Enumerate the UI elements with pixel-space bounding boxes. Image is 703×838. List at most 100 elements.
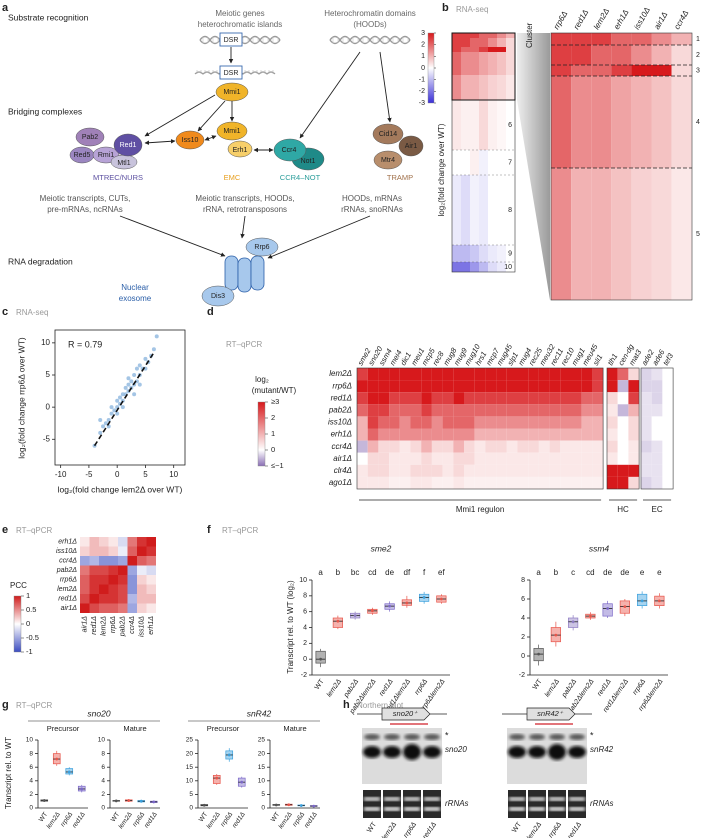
colorbar-tick-label: 1	[421, 53, 425, 60]
median-point	[152, 800, 156, 804]
protein-shape	[227, 140, 253, 158]
heatmap-cell	[485, 452, 497, 465]
heatmap-cell	[571, 476, 582, 489]
heatmap-cell	[617, 416, 629, 429]
heatmap-cell	[517, 476, 529, 489]
heatmap-cell	[485, 416, 497, 429]
heatmap-cell	[137, 546, 147, 556]
point	[118, 395, 122, 400]
heatmap-cell	[127, 556, 137, 566]
source-label: Heterochromatin domains	[324, 9, 416, 18]
rrna-band	[509, 807, 525, 811]
source-label: Meiotic genes	[215, 9, 264, 18]
row-label: erh1Δ	[331, 430, 352, 439]
heatmap-cell	[506, 428, 518, 441]
heatmap-cell	[571, 76, 592, 168]
heatmap-cell	[378, 380, 390, 393]
heatmap-cell	[497, 52, 506, 75]
heatmap-cell	[399, 380, 411, 393]
heatmap-cell	[421, 464, 432, 477]
lane-label: rrp6Δ	[548, 821, 564, 838]
heatmap-cell	[470, 52, 479, 75]
heatmap-cell	[474, 380, 486, 393]
heatmap-cell	[571, 416, 582, 429]
heatmap-cell	[628, 380, 640, 393]
heatmap-cell	[485, 392, 497, 405]
band	[423, 746, 441, 758]
panel-letter: d	[207, 306, 214, 318]
method-label: RNA-seq	[16, 308, 48, 317]
heatmap-cell	[464, 464, 475, 477]
heatmap-cell	[453, 368, 464, 381]
heatmap-cell	[571, 452, 582, 465]
median-point	[80, 787, 84, 791]
heatmap-cell	[146, 556, 156, 566]
gene-box	[526, 707, 576, 721]
y-tick-label: 25	[186, 737, 194, 744]
heatmap-cell	[452, 75, 461, 100]
point	[120, 405, 125, 410]
heatmap-cell	[367, 452, 379, 465]
y-tick-label: 0	[261, 805, 265, 812]
y-axis-label: Transcript rel. to WT	[4, 737, 13, 809]
point	[126, 382, 131, 387]
row-label: red1Δ	[58, 596, 77, 603]
lane-label: WT	[511, 821, 523, 835]
x-tick-label: red1Δ	[143, 811, 159, 829]
heatmap-cell	[378, 404, 390, 417]
heatmap-cell	[378, 452, 390, 465]
section-title: Substrate recognition	[8, 12, 89, 22]
heatmap-cell	[631, 168, 652, 300]
heatmap-cell	[378, 428, 390, 441]
protein-shape	[201, 285, 235, 307]
heatmap-cell	[464, 368, 475, 381]
method-label: RT–qPCR	[222, 526, 259, 535]
marker-label: *	[445, 730, 449, 740]
heatmap-frame	[356, 367, 604, 490]
median-point	[554, 633, 558, 637]
heatmap-cell	[506, 452, 518, 465]
x-tick-label: WT	[270, 811, 282, 823]
heatmap-cell	[551, 65, 572, 76]
rrna-lane	[423, 790, 441, 818]
heatmap-cell	[517, 440, 529, 453]
heatmap-cell	[571, 392, 582, 405]
band	[509, 734, 525, 740]
arrow	[119, 215, 226, 257]
heatmap-cell	[389, 428, 400, 441]
heatmap-cell	[581, 416, 593, 429]
median-point	[55, 757, 59, 761]
heatmap-cell	[560, 404, 571, 417]
heatmap-cell	[560, 380, 571, 393]
heatmap-cell	[528, 428, 539, 441]
heatmap-cell	[607, 452, 618, 465]
heatmap-cell	[517, 368, 529, 381]
heatmap-cell	[357, 452, 368, 465]
heatmap-cell	[538, 440, 550, 453]
heatmap-cell	[607, 368, 618, 381]
heatmap-cell	[399, 404, 411, 417]
heatmap-cell	[641, 440, 652, 453]
protein-label: Red1	[120, 142, 137, 149]
heatmap-cell	[470, 100, 479, 150]
x-tick-label: red1Δ	[71, 811, 87, 829]
band	[424, 734, 440, 740]
heatmap-cell	[410, 440, 422, 453]
band	[384, 734, 400, 740]
heatmap-cell	[108, 537, 118, 547]
exosome-subunit	[224, 255, 239, 291]
heatmap-cell	[470, 262, 479, 272]
point	[98, 430, 103, 435]
median-point	[623, 605, 627, 608]
median-point	[202, 803, 206, 807]
column-label: rrp6Δ	[110, 616, 117, 633]
heatmap-cell	[571, 33, 592, 45]
heatmap-cell	[607, 416, 618, 429]
heatmap-cell	[464, 440, 475, 453]
heatmap-cell	[453, 476, 464, 489]
point	[123, 385, 128, 390]
x-tick-label: red1Δ	[378, 678, 395, 698]
heatmap-cell	[485, 404, 497, 417]
heatmap-cell	[118, 556, 128, 566]
row-label: air1Δ	[61, 605, 78, 612]
